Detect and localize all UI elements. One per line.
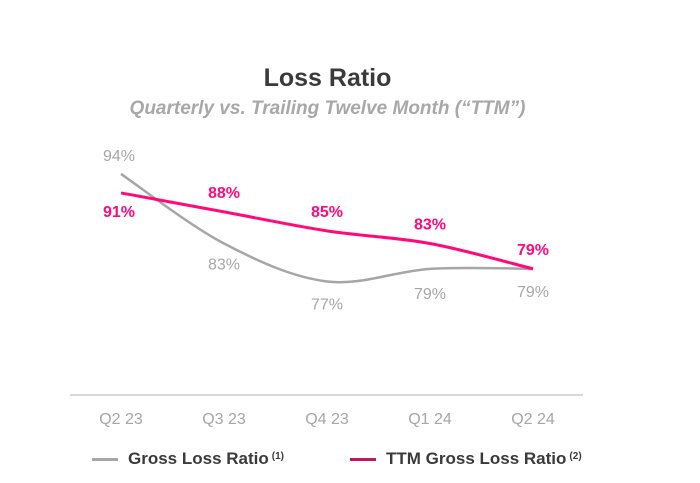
chart-subtitle: Quarterly vs. Trailing Twelve Month (“TT… bbox=[129, 98, 526, 119]
legend-footnote: (2) bbox=[569, 450, 582, 462]
data-label: 83% bbox=[414, 217, 446, 234]
series-line-ttm-gross-loss-ratio bbox=[120, 191, 534, 271]
data-label: 79% bbox=[517, 242, 549, 259]
data-label: 83% bbox=[208, 257, 240, 274]
data-label: 88% bbox=[208, 185, 240, 202]
legend-swatch-pink bbox=[350, 457, 376, 461]
data-label: 79% bbox=[517, 284, 549, 301]
x-tick-label: Q4 23 bbox=[305, 411, 349, 428]
data-label: 94% bbox=[103, 148, 135, 165]
legend-swatch-gray bbox=[92, 457, 118, 461]
x-tick-label: Q2 23 bbox=[99, 411, 143, 428]
series-line-gross-loss-ratio bbox=[120, 172, 534, 284]
legend-footnote: (1) bbox=[271, 450, 284, 462]
data-label: 85% bbox=[311, 204, 343, 221]
data-label: 91% bbox=[103, 204, 135, 221]
x-tick-label: Q3 23 bbox=[202, 411, 246, 428]
x-tick-label: Q2 24 bbox=[511, 411, 555, 428]
data-label: 77% bbox=[311, 296, 343, 313]
data-label: 79% bbox=[414, 286, 446, 303]
legend-item-gross-loss-ratio: Gross Loss Ratio (1) bbox=[92, 449, 284, 469]
chart-title: Loss Ratio bbox=[263, 64, 392, 92]
legend-item-ttm-gross-loss-ratio: TTM Gross Loss Ratio (2) bbox=[350, 449, 582, 469]
legend-label: Gross Loss Ratio bbox=[128, 449, 269, 468]
x-tick-label: Q1 24 bbox=[408, 411, 452, 428]
legend-label: TTM Gross Loss Ratio bbox=[386, 449, 567, 468]
